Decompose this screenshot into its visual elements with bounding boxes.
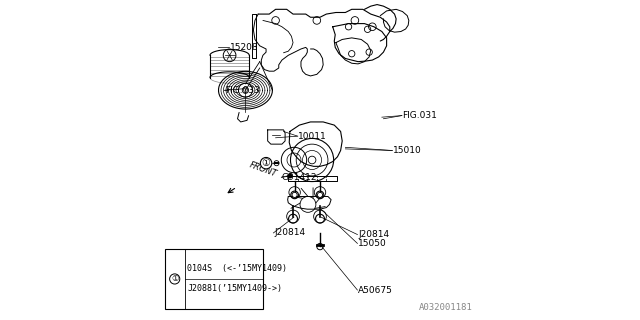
Bar — [164, 249, 263, 309]
Text: ①: ① — [262, 158, 271, 168]
Text: FIG.031: FIG.031 — [403, 111, 437, 120]
Text: J20814: J20814 — [358, 230, 389, 239]
Circle shape — [170, 274, 180, 284]
Text: FIG.033: FIG.033 — [225, 86, 260, 95]
Text: A032001181: A032001181 — [419, 303, 472, 312]
Circle shape — [292, 192, 297, 197]
Text: A50675: A50675 — [358, 285, 393, 295]
Circle shape — [287, 174, 292, 178]
Text: 10011: 10011 — [298, 132, 326, 141]
Text: ①: ① — [171, 275, 179, 284]
Circle shape — [317, 192, 323, 197]
Circle shape — [260, 157, 272, 169]
Text: 15050: 15050 — [358, 239, 387, 248]
Text: 15208: 15208 — [230, 43, 258, 52]
Text: FRONT: FRONT — [248, 161, 278, 179]
Text: 15010: 15010 — [393, 146, 422, 155]
Text: J20814: J20814 — [274, 228, 305, 237]
Text: J20881(’15MY1409->): J20881(’15MY1409->) — [188, 284, 282, 293]
Text: 0104S  (<-’15MY1409): 0104S (<-’15MY1409) — [188, 264, 287, 273]
Text: G91412: G91412 — [282, 173, 317, 182]
